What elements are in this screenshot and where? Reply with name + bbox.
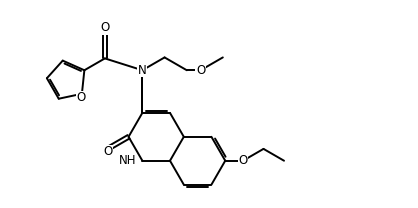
Text: NH: NH [119,154,136,167]
Text: O: O [76,91,86,104]
Text: O: O [196,64,205,77]
Text: N: N [138,64,147,77]
Text: O: O [100,21,110,34]
Text: O: O [103,145,112,158]
Text: O: O [238,154,247,167]
